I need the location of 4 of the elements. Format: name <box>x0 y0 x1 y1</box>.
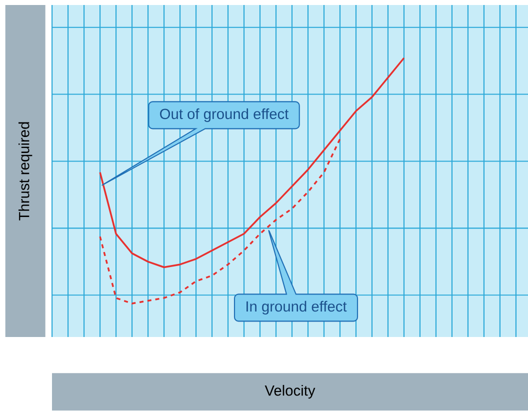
x-axis-title: Velocity <box>264 384 316 399</box>
annotation: Out of ground effect <box>160 108 289 122</box>
y-axis-title: Thrust required <box>18 122 32 220</box>
annotation: In ground effect <box>246 300 347 315</box>
